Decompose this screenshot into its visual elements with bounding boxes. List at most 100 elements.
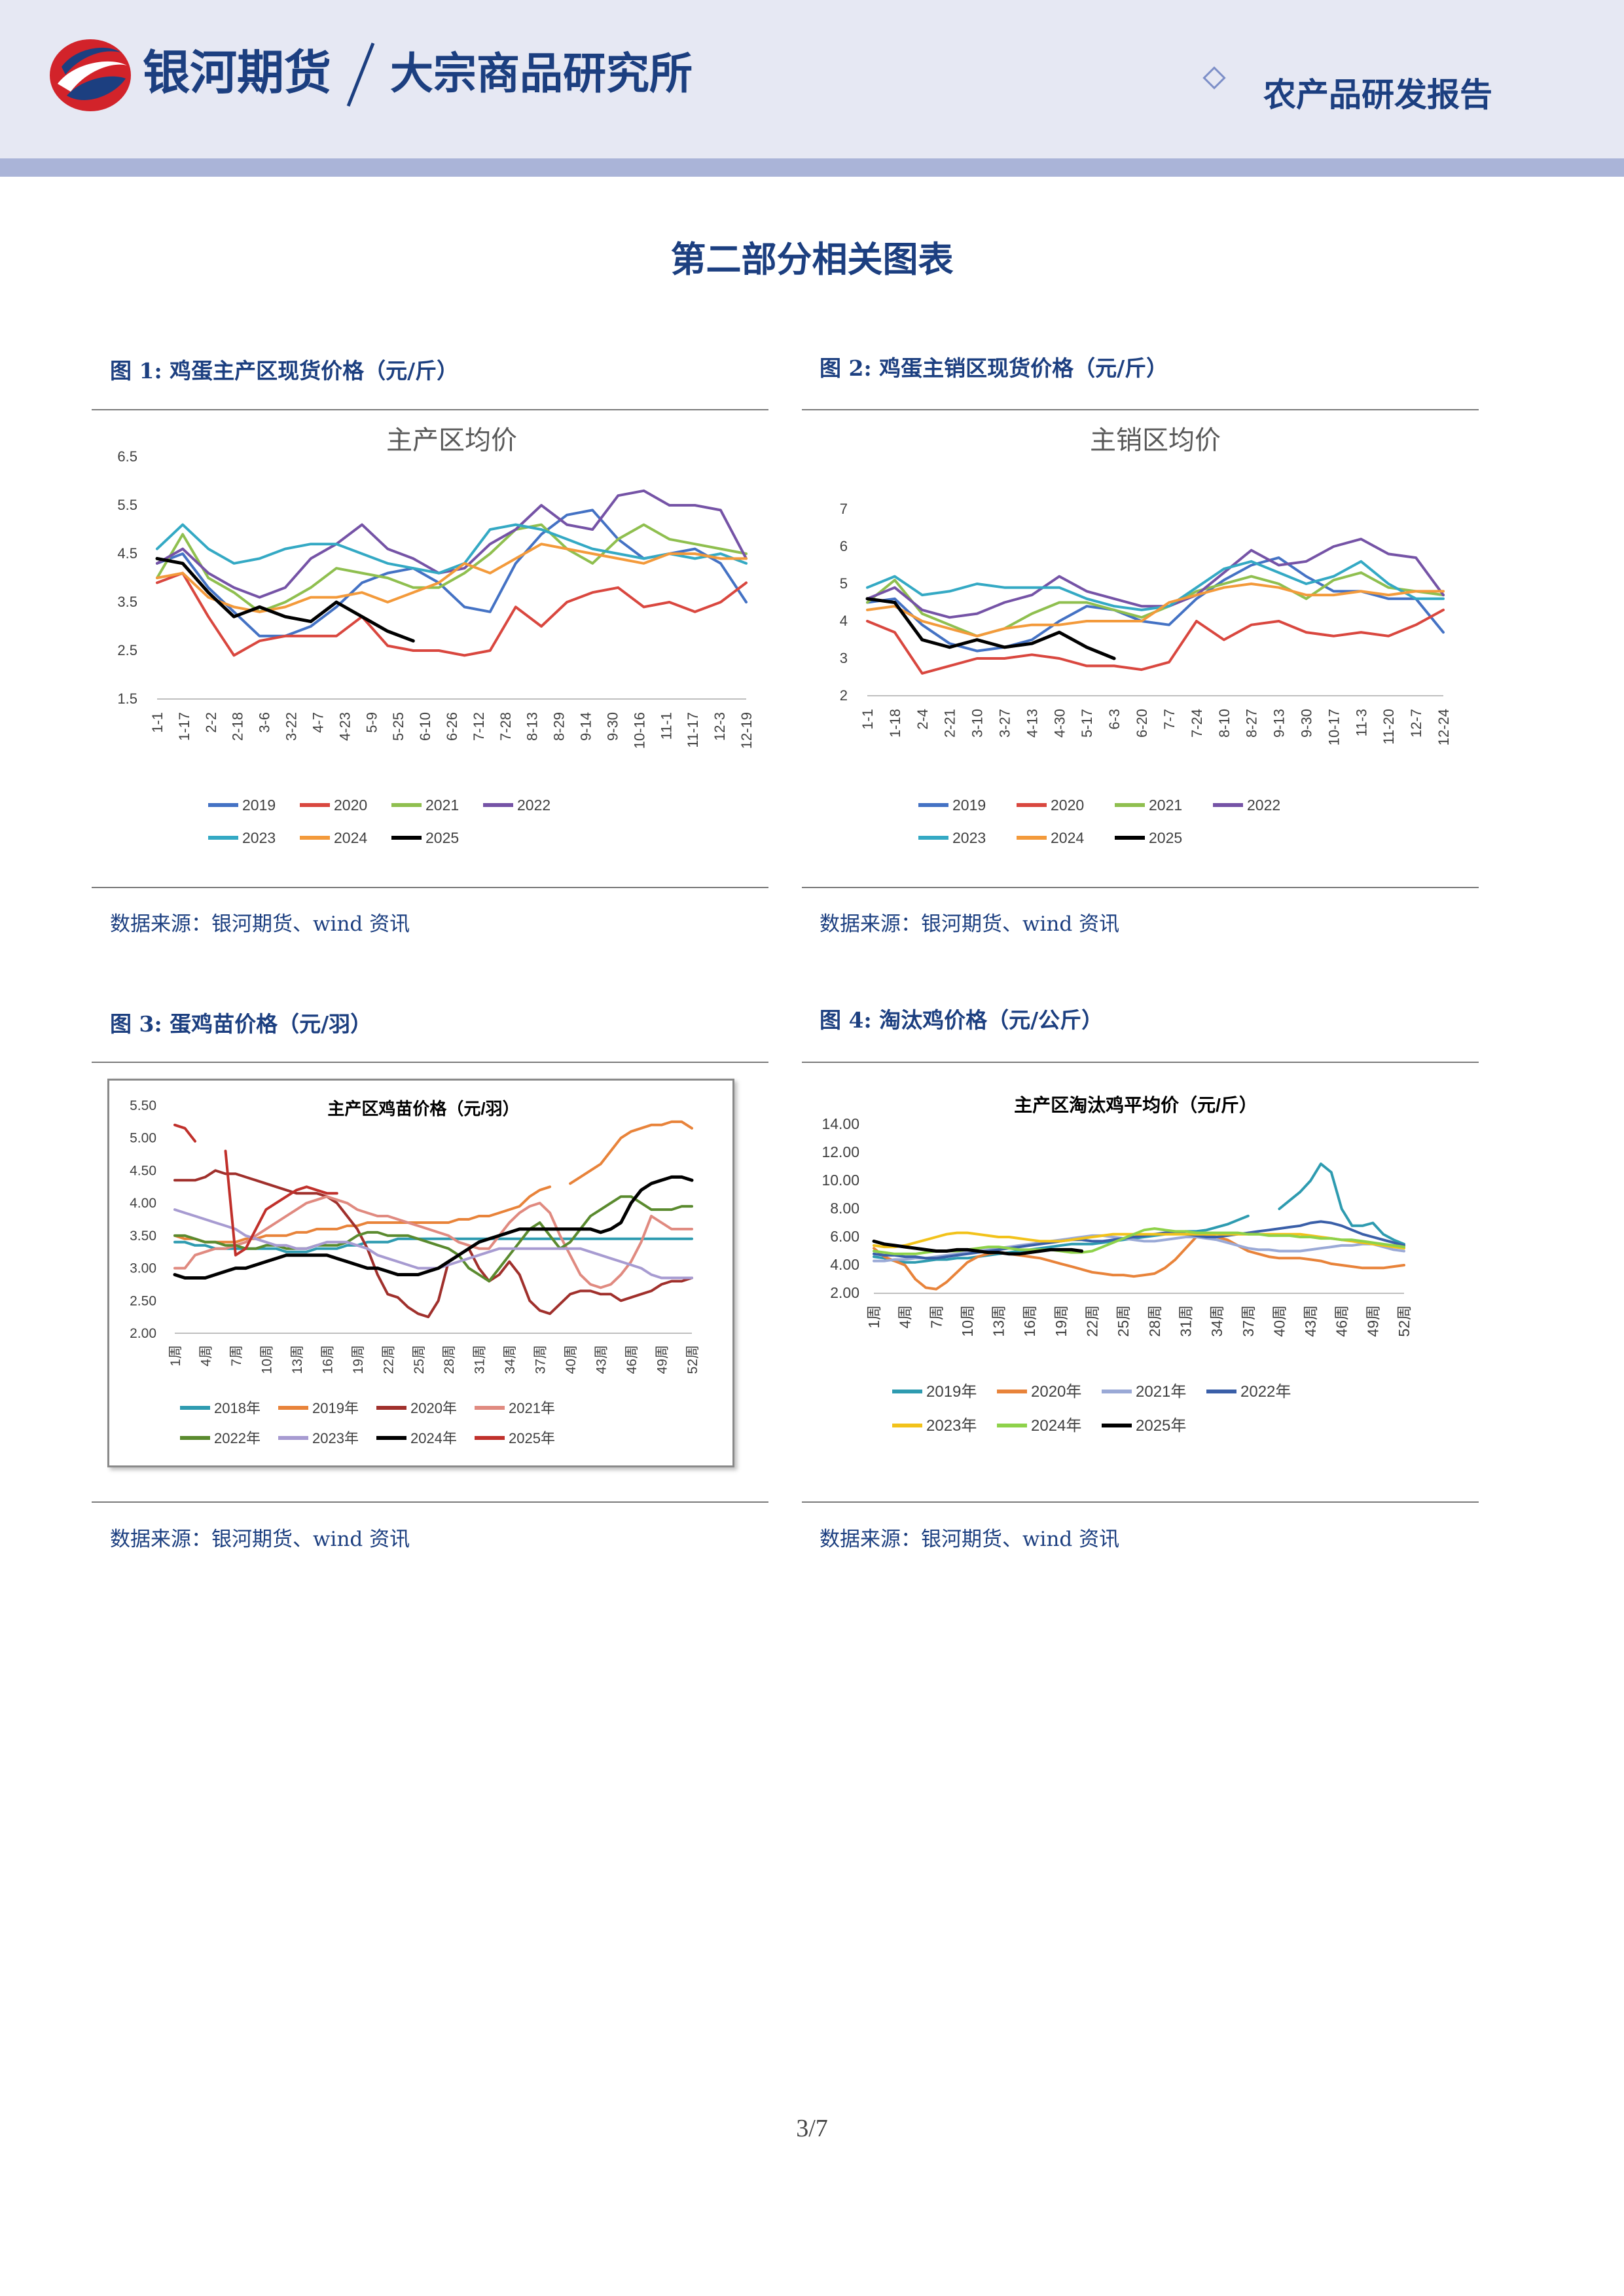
x-tick-label: 5-9 [363, 712, 380, 733]
x-tick-label: 11-17 [685, 712, 701, 748]
y-tick-label: 8.00 [830, 1200, 859, 1217]
legend-label: 2025年 [1136, 1417, 1186, 1435]
figure-3-title: 图 3: 蛋鸡苗价格（元/羽） [110, 1011, 372, 1037]
figure-2-bottom-rule [802, 887, 1479, 888]
x-tick-label: 3-27 [997, 709, 1013, 738]
y-tick-label: 4 [840, 613, 848, 629]
y-tick-label: 2.00 [130, 1326, 156, 1341]
x-tick-label: 40周 [1271, 1305, 1288, 1337]
x-tick-label: 49周 [1364, 1305, 1381, 1337]
legend-label: 2021年 [1136, 1383, 1186, 1401]
y-tick-label: 7 [840, 501, 848, 517]
x-tick-label: 22周 [381, 1345, 396, 1374]
x-tick-label: 1-1 [149, 712, 166, 733]
x-tick-label: 3-6 [257, 712, 273, 733]
x-tick-label: 6-20 [1134, 709, 1150, 738]
x-tick-label: 5-17 [1079, 709, 1095, 738]
x-tick-label: 12-7 [1408, 709, 1424, 738]
division-name: 大宗商品研究所 [390, 48, 693, 99]
legend-label: 2023年 [926, 1417, 977, 1435]
x-tick-label: 7-7 [1161, 709, 1178, 730]
legend-label: 2023年 [312, 1430, 359, 1446]
x-tick-label: 10周 [959, 1305, 976, 1337]
x-tick-label: 4周 [897, 1305, 914, 1329]
figure-4-title: 图 4: 淘汰鸡价格（元/公斤） [820, 1007, 1104, 1033]
divider-slash [342, 41, 381, 109]
x-tick-label: 13周 [290, 1345, 305, 1374]
section-title: 第二部分相关图表 [670, 239, 954, 280]
x-tick-label: 8-29 [551, 712, 568, 741]
x-tick-label: 52周 [1396, 1305, 1413, 1337]
x-tick-label: 46周 [624, 1345, 640, 1374]
y-tick-label: 3.50 [130, 1229, 156, 1244]
y-tick-label: 5.00 [130, 1131, 156, 1146]
x-tick-label: 52周 [685, 1345, 700, 1374]
legend-label: 2024年 [410, 1430, 457, 1446]
series-line-2022 [866, 537, 1445, 619]
legend-label: 2020 [1051, 797, 1084, 814]
y-tick-label: 2 [840, 687, 848, 704]
header-line-ornament [759, 65, 1231, 92]
x-tick-label: 12-24 [1435, 709, 1452, 745]
legend-label: 2019年 [312, 1400, 359, 1416]
x-tick-label: 9-30 [1298, 709, 1314, 738]
chart-1: 主产区均价 1.5 2.5 3.5 4.5 5.5 6.5 1-1 1-17 2-2 2-18 3-6… [92, 411, 768, 884]
legend-label: 2022年 [1240, 1383, 1291, 1401]
series-line-2021 [866, 571, 1445, 637]
y-tick-label: 4.50 [130, 1163, 156, 1178]
chart-3-svg: 主产区鸡苗价格（元/羽） 2.00 2.50 3.00 3.50 4.00 4.50 5.00… [130, 1098, 700, 1446]
page-number: 3/7 [796, 2115, 828, 2142]
x-tick-label: 34周 [503, 1345, 518, 1374]
series-line-2025 [865, 597, 1116, 660]
chart-3: 主产区鸡苗价格（元/羽） 2.00 2.50 3.00 3.50 4.00 4.50 5.00… [107, 1079, 734, 1467]
x-tick-label: 25周 [412, 1345, 427, 1374]
y-tick-label: 6.00 [830, 1228, 859, 1245]
x-tick-label: 31周 [1177, 1305, 1194, 1337]
legend-label: 2020 [334, 797, 367, 814]
x-tick-label: 1周 [168, 1345, 183, 1367]
legend-label: 2019 [242, 797, 276, 814]
y-tick-label: 5 [840, 575, 848, 592]
chart-4-svg: 主产区淘汰鸡平均价（元/斤） 2.00 4.00 6.00 8.00 10.00 12.00… [821, 1094, 1413, 1435]
x-tick-label: 37周 [533, 1345, 549, 1374]
x-tick-label: 37周 [1240, 1305, 1257, 1337]
x-tick-label: 28周 [1146, 1305, 1163, 1337]
legend-label: 2020年 [1031, 1383, 1081, 1401]
y-tick-label: 14.00 [821, 1115, 859, 1132]
y-tick-label: 5.50 [130, 1098, 156, 1113]
x-tick-label: 7周 [229, 1345, 244, 1367]
series-line-2024年 [173, 1175, 694, 1280]
series-line-2025 [155, 556, 415, 643]
y-tick-label: 4.00 [130, 1196, 156, 1211]
legend-label: 2025 [425, 829, 459, 846]
y-tick-label: 2.50 [130, 1293, 156, 1308]
figure-2-source: 数据来源：银河期货、wind 资讯 [820, 912, 1120, 936]
legend-label: 2023 [952, 829, 986, 846]
x-tick-label: 7周 [928, 1305, 945, 1329]
x-tick-label: 19周 [1053, 1305, 1070, 1337]
x-tick-label: 16周 [320, 1345, 335, 1374]
x-tick-label: 2-2 [203, 712, 219, 733]
figure-2-top-rule [802, 409, 1479, 410]
x-tick-label: 46周 [1333, 1305, 1350, 1337]
legend-label: 2018年 [214, 1400, 261, 1416]
series-line-2024 [156, 543, 748, 613]
x-tick-label: 1-18 [887, 709, 903, 738]
series-line-2022年 [873, 1220, 1405, 1260]
figure-3-bottom-rule [92, 1501, 768, 1503]
series-line-2020 [156, 571, 748, 657]
x-tick-label: 9-13 [1271, 709, 1288, 738]
x-tick-label: 3-22 [283, 712, 300, 741]
figure-1-title: 图 1: 鸡蛋主产区现货价格（元/斤） [110, 358, 459, 384]
figure-1-bottom-rule [92, 887, 768, 888]
x-tick-label: 1周 [865, 1305, 882, 1329]
y-tick-label: 10.00 [821, 1172, 859, 1189]
x-tick-label: 10周 [259, 1345, 274, 1374]
y-tick-label: 2.00 [830, 1284, 859, 1301]
x-tick-label: 7-12 [471, 712, 487, 741]
legend-label: 2019年 [926, 1383, 977, 1401]
x-tick-label: 5-25 [390, 712, 406, 741]
figure-4-source: 数据来源：银河期货、wind 资讯 [820, 1528, 1120, 1551]
chart-title: 主产区鸡苗价格（元/羽） [327, 1099, 519, 1119]
figure-4-bottom-rule [802, 1501, 1479, 1503]
